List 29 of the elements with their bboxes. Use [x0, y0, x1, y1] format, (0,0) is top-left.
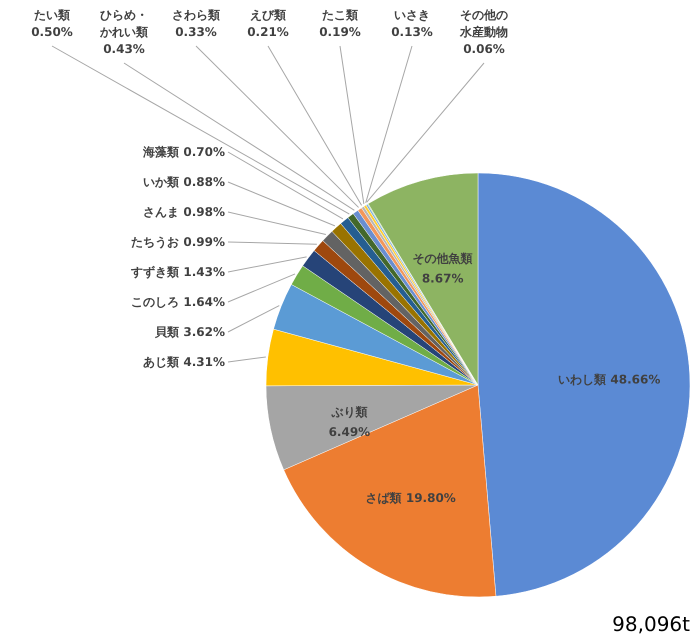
slice-label: たこ類 [322, 8, 358, 22]
slice-label: いわし類 48.66% [558, 372, 660, 386]
data-label: 6.49% [328, 425, 370, 440]
slice-label: さば類 19.80% [366, 490, 456, 505]
data-label: 0.13% [391, 25, 433, 39]
slice-label: たちうお 0.99% [131, 235, 225, 249]
data-label: 0.19% [319, 25, 361, 39]
slice-label: えび類 [250, 8, 286, 22]
slice-label: ぶり類 [330, 405, 368, 420]
slice-label: さわら類 [172, 8, 220, 22]
slice-label: さんま 0.98% [143, 205, 225, 219]
data-label: 8.67% [422, 271, 464, 286]
data-label: 0.43% [103, 42, 145, 56]
slice-label: たい類 [34, 8, 70, 22]
slice-label: ひらめ・かれい類 [99, 8, 148, 39]
slice-label: その他魚類 [412, 251, 473, 266]
slice-label: すずき類 1.43% [130, 265, 225, 279]
slice-label: いか類 0.88% [143, 175, 225, 189]
slice-label: あじ類 4.31% [143, 355, 225, 369]
slice-label: 貝類 3.62% [154, 325, 225, 339]
slice-label: いさき [394, 8, 430, 22]
text: 98,096t [612, 612, 690, 636]
slice-label: このしろ 1.64% [131, 295, 225, 309]
slice-label: その他の水産動物 [459, 8, 508, 39]
slice-label: 海藻類 0.70% [142, 145, 225, 159]
data-label: 0.06% [463, 42, 505, 56]
data-label: 0.33% [175, 25, 217, 39]
data-label: 0.50% [31, 25, 73, 39]
data-label: 0.21% [247, 25, 289, 39]
